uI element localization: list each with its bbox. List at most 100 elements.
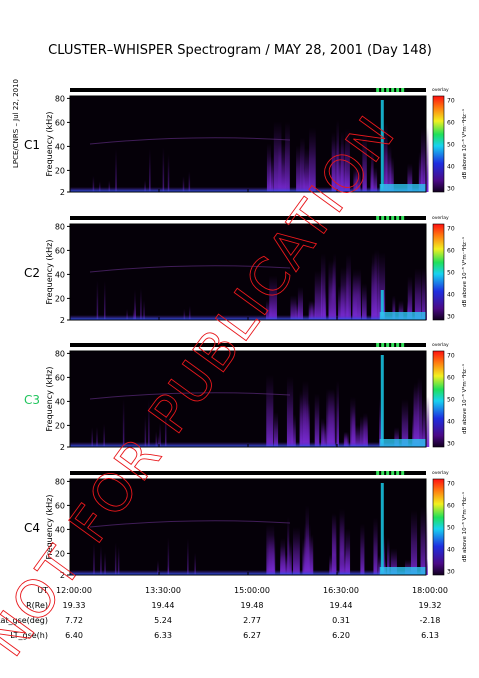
y-tick-label: 60 bbox=[55, 373, 65, 382]
colorbar-tick-label: 40 bbox=[447, 419, 455, 426]
emission-burst bbox=[329, 554, 337, 575]
emission-burst bbox=[96, 280, 99, 320]
colorbar-label: dB above 10⁻⁸ V²m⁻²Hz⁻¹ bbox=[461, 492, 468, 562]
emission-burst bbox=[287, 517, 290, 575]
emission-burst bbox=[293, 527, 300, 575]
emission-burst bbox=[266, 143, 272, 192]
emission-burst bbox=[104, 551, 106, 575]
y-tick-label: 80 bbox=[55, 477, 65, 486]
low-frequency-band bbox=[379, 184, 426, 192]
y-tick-label: 60 bbox=[55, 246, 65, 255]
emission-burst bbox=[339, 553, 347, 575]
telemetry-mark bbox=[376, 216, 380, 220]
colorbar-tick-label: 40 bbox=[447, 164, 455, 171]
ephemeris-row-label: R(Re) bbox=[26, 601, 48, 610]
telemetry-strip bbox=[70, 343, 426, 347]
emission-burst bbox=[144, 179, 146, 192]
telemetry-mark bbox=[396, 88, 400, 92]
colorbar-tick-label: 60 bbox=[447, 120, 455, 127]
emission-burst bbox=[314, 393, 320, 447]
emission-burst bbox=[100, 545, 102, 575]
emission-burst bbox=[389, 156, 394, 192]
emission-burst bbox=[286, 376, 294, 447]
y-tick-label: 2 bbox=[60, 316, 65, 325]
y-tick-label: 80 bbox=[55, 349, 65, 358]
telemetry-mark bbox=[391, 471, 395, 475]
emission-burst bbox=[311, 534, 314, 575]
y-tick-label: 60 bbox=[55, 501, 65, 510]
emission-burst bbox=[103, 280, 106, 320]
emission-burst bbox=[329, 294, 337, 320]
colorbar-tick-label: 70 bbox=[447, 98, 455, 105]
emission-burst bbox=[332, 514, 337, 575]
emission-burst bbox=[273, 412, 279, 447]
telemetry-mark bbox=[386, 216, 390, 220]
emission-burst bbox=[407, 276, 413, 320]
emission-burst bbox=[283, 554, 288, 575]
colorbar-tick-label: 70 bbox=[447, 481, 455, 488]
emission-burst bbox=[297, 286, 304, 320]
emission-burst bbox=[290, 414, 296, 447]
ephemeris-cell: 7.72 bbox=[65, 616, 83, 625]
emission-burst bbox=[371, 262, 375, 320]
emission-burst bbox=[419, 422, 427, 447]
emission-burst bbox=[336, 119, 340, 192]
emission-burst bbox=[167, 154, 170, 192]
telemetry-mark bbox=[376, 343, 380, 347]
chart-title: CLUSTER–WHISPER Spectrogram / MAY 28, 20… bbox=[48, 43, 432, 58]
emission-burst bbox=[407, 163, 413, 192]
ephemeris-cell: 6.27 bbox=[243, 631, 261, 640]
telemetry-mark bbox=[376, 88, 380, 92]
y-tick-label: 20 bbox=[55, 166, 65, 175]
emission-burst bbox=[143, 299, 145, 320]
ephemeris-cell: 0.31 bbox=[332, 616, 350, 625]
plasma-line bbox=[89, 265, 291, 273]
emission-burst bbox=[308, 300, 313, 320]
plasma-line bbox=[89, 520, 291, 528]
telemetry-mark bbox=[396, 471, 400, 475]
panel-label: C4 bbox=[24, 521, 40, 535]
emission-burst bbox=[320, 417, 325, 447]
emission-burst bbox=[304, 523, 311, 575]
emission-burst bbox=[157, 560, 159, 575]
overlay-tag: overlay bbox=[432, 470, 449, 476]
emission-burst bbox=[362, 133, 367, 192]
emission-burst bbox=[159, 422, 161, 447]
colorbar-label: dB above 10⁻⁸ V²m⁻²Hz⁻¹ bbox=[461, 109, 468, 179]
emission-spike bbox=[380, 100, 384, 192]
low-frequency-band bbox=[379, 567, 426, 575]
emission-burst bbox=[278, 163, 287, 192]
emission-burst bbox=[144, 415, 147, 447]
emission-spike bbox=[380, 290, 384, 320]
ephemeris-cell: 19.44 bbox=[330, 601, 353, 610]
emission-burst bbox=[93, 542, 95, 575]
emission-burst bbox=[164, 408, 167, 447]
y-tick-label: 40 bbox=[55, 397, 65, 406]
emission-burst bbox=[187, 538, 189, 575]
colorbar-tick-label: 70 bbox=[447, 353, 455, 360]
emission-burst bbox=[387, 537, 390, 575]
spectrogram-area bbox=[70, 479, 426, 575]
colorbar-tick-label: 30 bbox=[447, 569, 455, 576]
emission-burst bbox=[148, 399, 150, 447]
y-tick-label: 2 bbox=[60, 571, 65, 580]
ephemeris-cell: 12:00:00 bbox=[56, 586, 92, 595]
emission-burst bbox=[167, 564, 169, 575]
y-tick-label: 40 bbox=[55, 270, 65, 279]
y-tick-label: 20 bbox=[55, 421, 65, 430]
emission-burst bbox=[345, 128, 350, 192]
emission-burst bbox=[410, 510, 418, 575]
colorbar-tick-label: 60 bbox=[447, 248, 455, 255]
y-tick-label: 80 bbox=[55, 222, 65, 231]
colorbar-tick-label: 60 bbox=[447, 503, 455, 510]
y-axis-label: Frequency (kHz) bbox=[45, 112, 54, 177]
emission-burst bbox=[92, 175, 95, 192]
overlay-tag: overlay bbox=[432, 87, 449, 93]
telemetry-strip bbox=[70, 88, 426, 92]
emission-burst bbox=[356, 295, 360, 320]
colorbar bbox=[432, 223, 445, 321]
emission-burst bbox=[390, 548, 397, 575]
colorbar-tick-label: 30 bbox=[447, 314, 455, 321]
telemetry-mark bbox=[391, 88, 395, 92]
emission-burst bbox=[96, 426, 98, 447]
